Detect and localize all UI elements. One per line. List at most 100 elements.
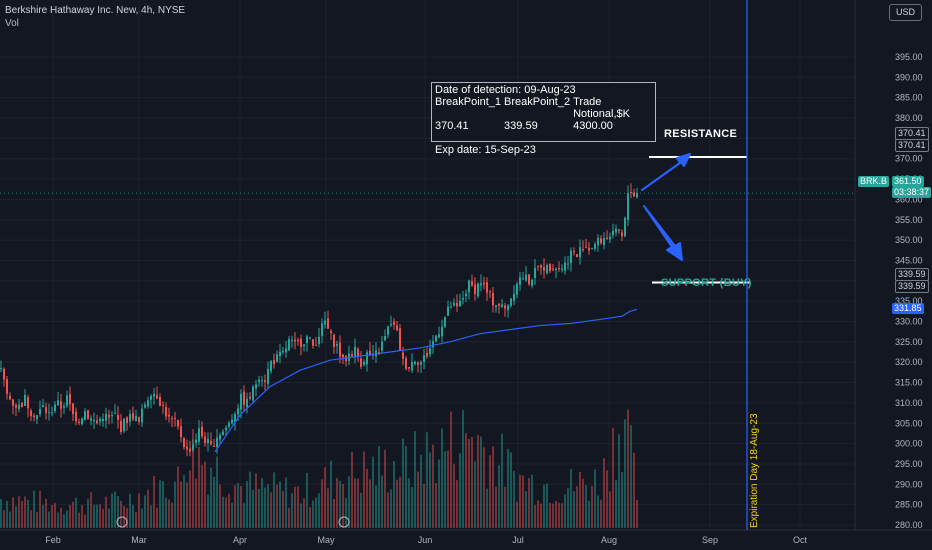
candle-body — [228, 422, 230, 427]
candle-body — [600, 238, 602, 244]
candle-body — [369, 350, 371, 356]
candle-body — [177, 419, 179, 427]
candle-body — [573, 251, 575, 253]
currency-button[interactable]: USD — [889, 4, 922, 21]
ticker-tag: BRK.B — [858, 176, 890, 187]
candle-body — [423, 355, 425, 362]
x-tick-label: Jul — [512, 535, 524, 545]
candle-body — [453, 302, 455, 306]
volume-bar — [60, 508, 62, 528]
volume-bar — [237, 483, 239, 528]
candle-body — [450, 306, 452, 308]
y-tick-label: 335.00 — [895, 296, 923, 306]
volume-bar — [183, 475, 185, 528]
candle-body — [21, 402, 23, 408]
volume-bar — [321, 479, 323, 528]
candle-body — [69, 393, 71, 405]
volume-bar — [90, 492, 92, 528]
candle-body — [531, 280, 533, 286]
candle-body — [432, 341, 434, 348]
candle-body — [288, 339, 290, 351]
candle-body — [465, 293, 467, 297]
volume-bar — [582, 478, 584, 528]
candle-body — [330, 331, 332, 334]
candle-body — [516, 283, 518, 295]
volume-bar — [564, 494, 566, 528]
y-tick-label: 370.00 — [895, 154, 923, 164]
candle-body — [27, 397, 29, 409]
volume-bar — [198, 446, 200, 528]
volume-bar — [213, 476, 215, 528]
candle-body — [396, 325, 398, 331]
candle-body — [576, 254, 578, 257]
candle-body — [384, 336, 386, 341]
volume-bar — [525, 491, 527, 528]
volume-bar — [210, 467, 212, 528]
volume-bar — [12, 497, 14, 528]
volume-bar — [258, 488, 260, 528]
candle-body — [378, 352, 380, 354]
volume-bar — [507, 448, 509, 528]
candle-body — [627, 193, 629, 220]
last-price-tag: 361.50 — [892, 176, 924, 187]
volume-bar — [294, 486, 296, 528]
candle-body — [351, 354, 353, 357]
volume-bar — [75, 497, 77, 528]
volume-bar — [408, 478, 410, 528]
y-tick-label: 345.00 — [895, 255, 923, 265]
candle-body — [180, 426, 182, 438]
y-tick-label: 360.00 — [895, 194, 923, 204]
volume-bar — [510, 452, 512, 528]
volume-bar — [87, 499, 89, 528]
candle-body — [36, 415, 38, 420]
volume-bar — [579, 471, 581, 528]
volume-bar — [375, 485, 377, 528]
candle-body — [99, 418, 101, 422]
candle-body — [534, 267, 536, 279]
candle-body — [237, 408, 239, 415]
candle-body — [612, 230, 614, 236]
candle-body — [441, 326, 443, 337]
volume-bar — [222, 496, 224, 528]
candle-body — [402, 352, 404, 359]
volume-bar — [159, 480, 161, 528]
volume-bar — [567, 487, 569, 528]
volume-bar — [324, 467, 326, 528]
candle-body — [273, 360, 275, 365]
candle-body — [84, 411, 86, 420]
volume-bar — [621, 472, 623, 528]
candle-body — [225, 427, 227, 431]
volume-bar — [264, 487, 266, 528]
volume-bar — [483, 447, 485, 528]
candle-body — [558, 267, 560, 270]
candle-body — [375, 350, 377, 357]
candle-body — [504, 305, 506, 309]
candle-body — [588, 247, 590, 251]
volume-bar — [441, 428, 443, 528]
candle-body — [0, 368, 2, 370]
candle-body — [63, 405, 65, 408]
volume-bar — [489, 455, 491, 528]
candle-body — [48, 412, 50, 414]
candle-body — [216, 437, 218, 447]
volume-bar — [597, 495, 599, 528]
volume-bar — [147, 489, 149, 528]
exp-date: Exp date: 15-Sep-23 — [435, 144, 536, 156]
candle-body — [51, 412, 53, 414]
volume-bar — [63, 514, 65, 528]
candle-body — [489, 291, 491, 293]
candle-body — [12, 399, 14, 406]
candle-body — [309, 337, 311, 339]
candle-body — [333, 335, 335, 347]
volume-bar — [633, 452, 635, 528]
volume-bar — [162, 481, 164, 528]
candle-body — [261, 380, 263, 382]
candle-body — [603, 238, 605, 245]
volume-bar — [348, 476, 350, 528]
volume-bar — [327, 488, 329, 528]
candle-body — [60, 401, 62, 409]
candle-body — [363, 361, 365, 365]
candle-body — [240, 393, 242, 410]
candle-body — [561, 268, 563, 270]
volume-bar — [246, 481, 248, 528]
